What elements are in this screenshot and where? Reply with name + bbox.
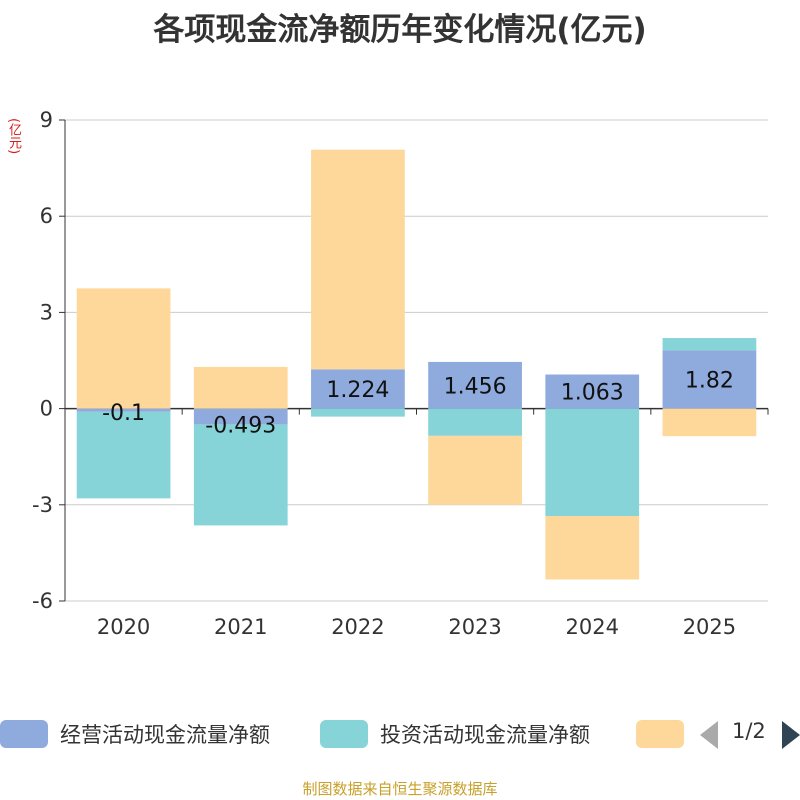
legend-label-investing: 投资活动现金流量净额 <box>380 723 590 747</box>
legend-swatch-investing <box>320 720 368 748</box>
bar-financing <box>662 408 757 437</box>
bar-investing <box>545 408 640 517</box>
x-tick-label: 2025 <box>683 615 736 639</box>
pager-next-arrow-icon[interactable] <box>782 721 800 749</box>
bar-operating <box>662 350 757 409</box>
y-tick-label: 9 <box>40 108 53 132</box>
data-label: 1.063 <box>561 381 624 406</box>
y-tick-label: 3 <box>40 300 53 324</box>
bar-investing <box>662 338 757 351</box>
y-tick-label: 0 <box>40 397 53 421</box>
bar-operating <box>311 369 405 409</box>
x-tick-label: 2022 <box>331 615 384 639</box>
y-tick-label: 6 <box>40 204 53 228</box>
bar-financing <box>545 516 640 580</box>
data-label: -0.1 <box>102 401 145 426</box>
bar-investing <box>193 424 288 526</box>
data-label: 1.224 <box>326 378 389 403</box>
y-axis-unit: (亿元) <box>6 118 21 155</box>
stacked-bar-chart: -6 -3 0 3 6 9 2020 2021 2022 2023 2024 2025 -0.1 -0.4… <box>32 108 769 639</box>
bar-operating <box>428 361 522 409</box>
legend-swatch-operating <box>0 720 48 748</box>
bar-operating <box>193 408 288 425</box>
data-label: 1.82 <box>685 368 734 393</box>
legend-pager: 1/2 <box>700 719 800 749</box>
y-tick-label: -3 <box>32 493 53 517</box>
bar-investing <box>311 408 405 417</box>
data-label: -0.493 <box>205 413 276 438</box>
bar-financing <box>428 435 522 505</box>
x-tick-label: 2021 <box>214 615 267 639</box>
x-tick-label: 2024 <box>566 615 619 639</box>
pager-page-indicator: 1/2 <box>732 719 766 743</box>
data-source-note: 制图数据来自恒生聚源数据库 <box>302 780 498 798</box>
y-tick-label: -6 <box>32 589 53 613</box>
data-label: 1.456 <box>444 374 507 399</box>
bar-financing <box>76 288 171 409</box>
x-tick-label: 2023 <box>448 615 501 639</box>
bar-financing <box>311 149 405 370</box>
legend-label-operating: 经营活动现金流量净额 <box>60 723 270 747</box>
legend: 经营活动现金流量净额 投资活动现金流量净额 1/2 <box>0 712 800 756</box>
x-tick-label: 2020 <box>97 615 150 639</box>
chart-title: 各项现金流净额历年变化情况(亿元) <box>153 12 647 48</box>
bar-financing <box>193 366 288 409</box>
bar-operating <box>76 408 171 412</box>
legend-swatch-financing <box>636 720 684 748</box>
bar-operating <box>545 374 640 409</box>
bar-investing <box>428 408 522 436</box>
bar-investing <box>76 411 171 499</box>
pager-prev-arrow-icon[interactable] <box>700 721 718 749</box>
